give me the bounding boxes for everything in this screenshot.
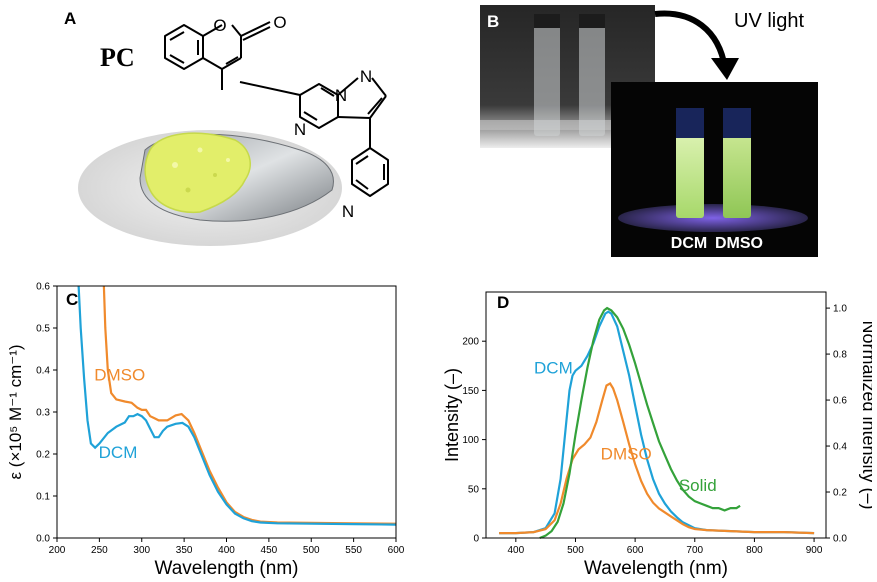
x-tick-label: 250 (91, 545, 108, 556)
x-tick-label: 350 (176, 545, 193, 556)
y-tick-label: 0.3 (36, 408, 50, 419)
y2-axis-label: Normalized intensity (–) (859, 320, 872, 509)
y2-tick-label: 0.4 (833, 442, 847, 453)
series-line-dcm (499, 310, 815, 535)
y-tick-label: 0.1 (36, 492, 50, 503)
y-tick-label: 0.0 (36, 534, 50, 545)
uv-photo (611, 82, 818, 257)
annotation-dcm: DCM (534, 359, 573, 378)
y-tick-label: 50 (468, 484, 480, 495)
y2-tick-label: 0.6 (833, 396, 847, 407)
x-tick-label: 550 (345, 545, 362, 556)
series-line-dcm (77, 286, 396, 526)
plot-frame (485, 291, 827, 539)
x-tick-label: 900 (806, 545, 823, 556)
x-tick-label: 500 (567, 545, 584, 556)
y2-tick-label: 0.0 (833, 534, 847, 545)
series-line-dmso (499, 382, 815, 535)
annotation-dcm: DCM (99, 443, 138, 462)
y-tick-label: 200 (462, 337, 479, 348)
y-tick-label: 0 (473, 534, 479, 545)
x-tick-label: 800 (746, 545, 763, 556)
x-tick-label: 400 (507, 545, 524, 556)
y2-tick-label: 0.2 (833, 488, 847, 499)
y-tick-label: 150 (462, 386, 479, 397)
panel-c-chart: 200 250 300 350 400 450 500 550 600 0.0 0.1 0.2 0.3 0… (6, 282, 405, 580)
annotation-dmso: DMSO (601, 444, 652, 463)
y2-tick-label: 0.8 (833, 350, 847, 361)
y2-tick-label: 1.0 (833, 304, 847, 315)
panel-c-label: C (66, 290, 78, 309)
y-tick-label: 0.5 (36, 324, 50, 335)
vial-label-dmso: DMSO (715, 235, 763, 252)
panel-b-label: B (487, 12, 499, 31)
uv-light-label: UV light (734, 10, 804, 32)
vial-dcm-daylight (534, 16, 560, 136)
atom-o-ring: O (213, 16, 226, 35)
y-tick-label: 0.4 (36, 366, 50, 377)
atom-n-pyrazole-1: N (335, 86, 347, 105)
x-tick-label: 300 (133, 545, 150, 556)
x-tick-label: 500 (303, 545, 320, 556)
x-tick-label: 700 (686, 545, 703, 556)
series-line-solid (539, 306, 741, 540)
uv-arrow-icon (654, 10, 739, 80)
x-axis-label: Wavelength (nm) (584, 558, 728, 579)
x-tick-label: 600 (627, 545, 644, 556)
series-line-dmso (102, 286, 396, 525)
x-tick-label: 600 (388, 545, 405, 556)
spoon-photo (78, 130, 342, 246)
panel-d-chart: 400 500 600 700 800 900 0 50 100 150 200 0.0 0.2 0.4 0… (442, 291, 872, 579)
atom-n-pyrimidine: N (294, 120, 306, 139)
annotation-dmso: DMSO (94, 366, 145, 385)
y-tick-label: 100 (462, 435, 479, 446)
powder-icon (144, 132, 251, 214)
x-axis-label: Wavelength (nm) (155, 558, 299, 579)
x-tick-label: 200 (49, 545, 66, 556)
y-tick-label: 0.6 (36, 282, 50, 293)
panel-d-label: D (497, 293, 509, 312)
atom-n-pyridine: N (342, 202, 354, 221)
atom-o-carbonyl: O (273, 13, 286, 32)
panel-a: A PC (64, 9, 389, 246)
y-tick-label: 0.2 (36, 450, 50, 461)
y-axis-label: ε (×10⁵ M⁻¹ cm⁻¹) (6, 344, 25, 479)
annotation-solid: Solid (679, 476, 717, 495)
compound-label: PC (100, 43, 135, 72)
vial-dmso-daylight (579, 16, 605, 136)
y-axis-label: Intensity (–) (442, 368, 462, 462)
panel-a-label: A (64, 9, 76, 28)
x-tick-label: 450 (261, 545, 278, 556)
vial-label-dcm: DCM (671, 235, 707, 252)
x-tick-label: 400 (218, 545, 235, 556)
atom-n-pyrazole-2: N (360, 67, 372, 86)
panel-b: B UV light DCM DMSO (480, 5, 818, 257)
molecular-structure (164, 21, 389, 197)
